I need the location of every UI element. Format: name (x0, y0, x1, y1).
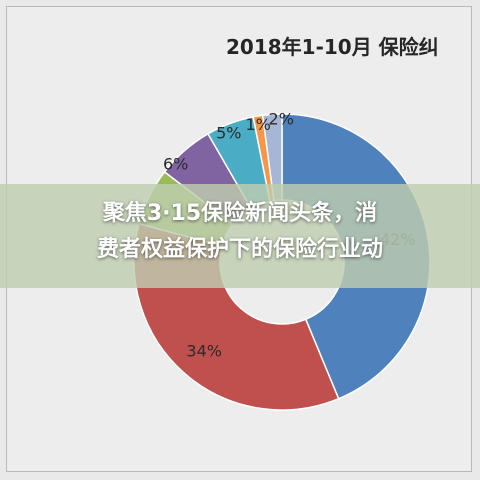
slice-label-7: 2% (269, 109, 294, 128)
headline-line-1: 聚焦3·15保险新闻头条，消 (102, 201, 378, 226)
slice-label-6: 1% (245, 115, 270, 134)
headline-text: 聚焦3·15保险新闻头条，消 费者权益保护下的保险行业动 (0, 196, 480, 268)
headline-line-2: 费者权益保护下的保险行业动 (96, 237, 383, 262)
slice-label-2: 34% (186, 342, 222, 361)
slice-label-5: 5% (216, 124, 241, 143)
chart-title: 2018年1-10月 保险纠 (226, 35, 439, 59)
slice-label-4: 6% (163, 154, 188, 173)
headline-banner (0, 184, 480, 288)
